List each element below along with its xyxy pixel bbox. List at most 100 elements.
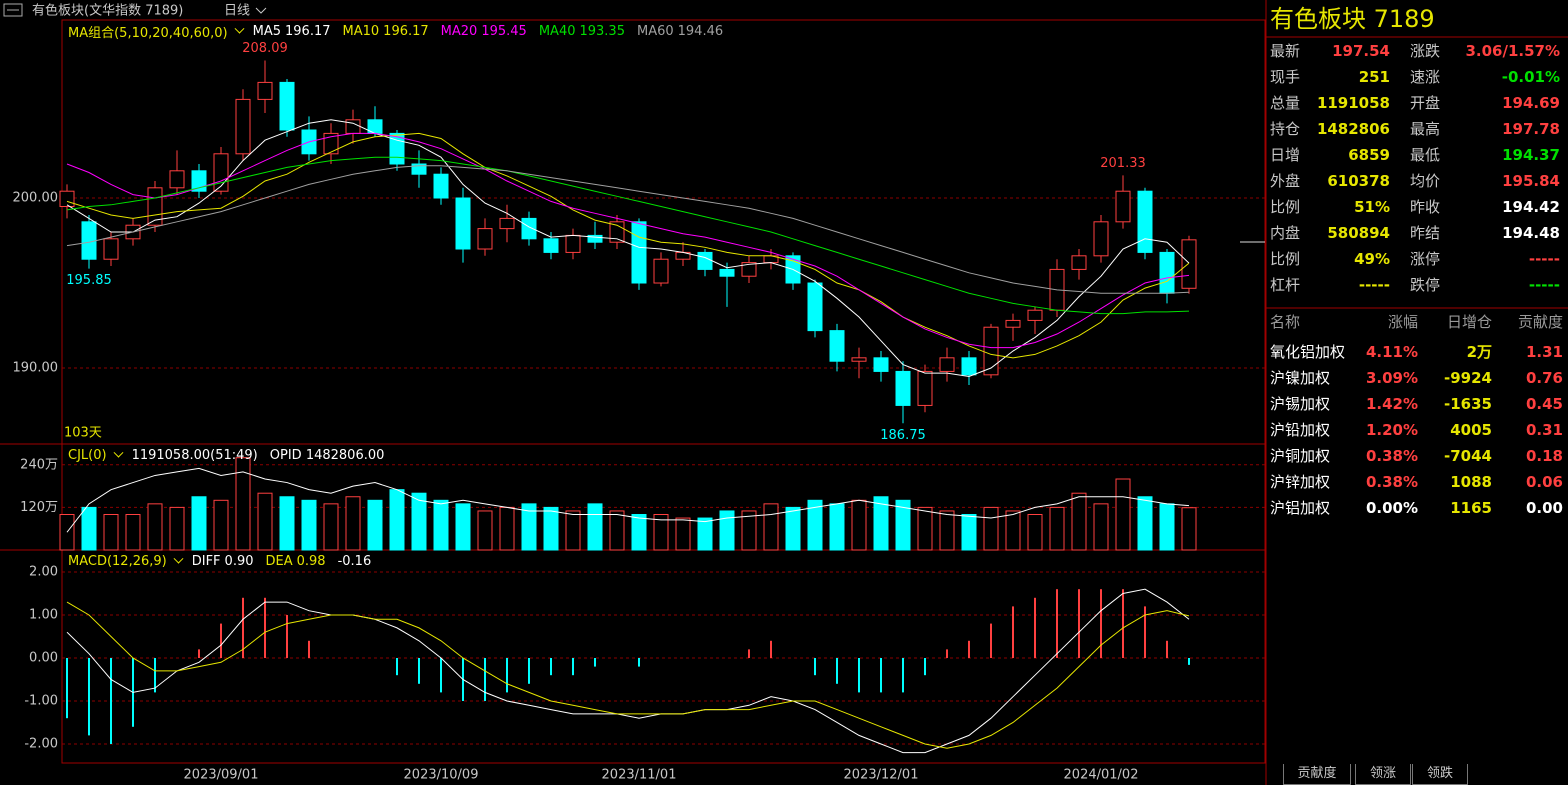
candle-body	[631, 221, 647, 284]
quote-label: 内盘	[1270, 224, 1301, 242]
x-tick-label: 2023/11/01	[602, 768, 677, 783]
candle-body	[433, 173, 449, 199]
quote-value: 194.37	[1502, 146, 1560, 164]
volume-bar	[1093, 503, 1109, 551]
volume-bar	[1159, 503, 1175, 551]
component-value: 0.00%	[1365, 499, 1418, 517]
volume-bar	[1137, 496, 1153, 551]
volume-bar	[741, 510, 757, 551]
candle-body	[257, 81, 273, 100]
component-value: 2万	[1466, 343, 1492, 361]
volume-bar	[565, 510, 581, 551]
quote-value: 49%	[1354, 250, 1390, 268]
component-value: 0.06	[1525, 473, 1563, 491]
component-value: 0.00	[1525, 499, 1563, 517]
candle-body	[1181, 239, 1197, 289]
candle-body	[1093, 221, 1109, 257]
candle-body	[939, 357, 955, 372]
volume-bar	[851, 499, 867, 551]
volume-bar	[587, 503, 603, 551]
open-interest-readout: OPID 1482806.00	[269, 447, 385, 463]
chevron	[113, 447, 124, 458]
volume-bar	[389, 489, 405, 551]
component-value: -1635	[1444, 395, 1492, 413]
quote-panel: 有色板块 7189 最新 197.54 涨跌 3.06/1.57% 现手 251 速涨 -0.0…	[1266, 0, 1568, 785]
period-selector: 日线	[224, 4, 250, 19]
indicator-line	[66, 165, 1190, 294]
quote-value: 194.69	[1502, 94, 1560, 112]
volume-bar	[323, 503, 339, 551]
y-tick-label: -2.00	[24, 736, 58, 751]
volume-bar	[609, 510, 625, 551]
y-tick-label: 120万	[20, 500, 58, 515]
component-name: 沪锌加权	[1270, 473, 1331, 491]
legend-name: MA20	[440, 23, 478, 39]
candle-body	[345, 119, 361, 134]
column-header: 日增仓	[1446, 313, 1492, 331]
column-header: 贡献度	[1517, 313, 1563, 331]
x-tick-label: 2023/12/01	[844, 768, 919, 783]
legend-name: MA10	[342, 23, 380, 39]
component-value: 4.11%	[1365, 343, 1418, 361]
quote-value: 194.42	[1502, 198, 1560, 216]
volume-bar	[367, 499, 383, 551]
quote-label: 涨跌	[1410, 42, 1441, 60]
indicator-line	[66, 156, 1190, 315]
component-value: 1088	[1450, 473, 1492, 491]
volume-bar	[301, 499, 317, 551]
candle-body	[983, 326, 999, 376]
component-value: -9924	[1444, 369, 1492, 387]
period-label: 103天	[64, 426, 102, 441]
chevron	[234, 23, 245, 34]
y-tick-label: 240万	[20, 457, 58, 472]
tab[interactable]: 贡献度	[1283, 764, 1351, 785]
volume-bar	[235, 457, 251, 551]
volume-bar	[81, 506, 97, 551]
component-value: 4005	[1450, 421, 1492, 439]
volume-bar	[147, 503, 163, 551]
component-value: 0.76	[1525, 369, 1563, 387]
indicator-label: MA组合(5,10,20,40,60,0)	[68, 25, 228, 41]
component-name: 沪铜加权	[1270, 447, 1331, 465]
legend-name: MA40	[538, 23, 576, 39]
volume-bar	[411, 492, 427, 551]
component-value: 1165	[1450, 499, 1492, 517]
volume-bar	[169, 506, 185, 551]
quote-value: -0.01%	[1501, 68, 1560, 86]
quote-label: 比例	[1270, 198, 1301, 216]
indicator-label: MACD(12,26,9)	[68, 553, 167, 569]
indicator-line	[66, 467, 1190, 533]
candle-body	[499, 217, 515, 230]
legend-name: DEA	[265, 553, 293, 569]
legend-value: 0.90	[224, 553, 254, 569]
legend-name: DIFF	[191, 553, 221, 569]
quote-label: 外盘	[1270, 172, 1301, 190]
volume-bar	[939, 510, 955, 551]
quote-label: 开盘	[1410, 94, 1441, 112]
volume-bar	[697, 517, 713, 551]
candle-body	[103, 238, 119, 260]
legend-row: CJL(0) 1191058.00(51:49) OPID 1482806.00	[68, 446, 396, 464]
tab[interactable]: 领涨	[1355, 764, 1411, 785]
quote-label: 昨结	[1410, 224, 1441, 242]
volume-bar	[1049, 506, 1065, 551]
quote-label: 最高	[1410, 120, 1441, 138]
quote-label: 总量	[1270, 94, 1301, 112]
y-tick-label: 200.00	[13, 191, 59, 206]
y-tick-label: 2.00	[29, 564, 58, 579]
quote-label: 最低	[1410, 146, 1441, 164]
legend-value: 0.98	[296, 553, 326, 569]
volume-bar	[213, 499, 229, 551]
tab[interactable]: 领跌	[1412, 764, 1468, 785]
volume-bar	[521, 503, 537, 551]
menu-icon	[3, 3, 23, 17]
volume-bar	[1181, 507, 1197, 551]
quote-value: 251	[1358, 68, 1390, 86]
quote-label: 昨收	[1410, 198, 1441, 216]
legend-value: 196.17	[285, 23, 331, 39]
y-tick-label: 1.00	[29, 607, 58, 622]
candle-body	[653, 258, 669, 284]
y-tick-label: 0.00	[29, 650, 58, 665]
